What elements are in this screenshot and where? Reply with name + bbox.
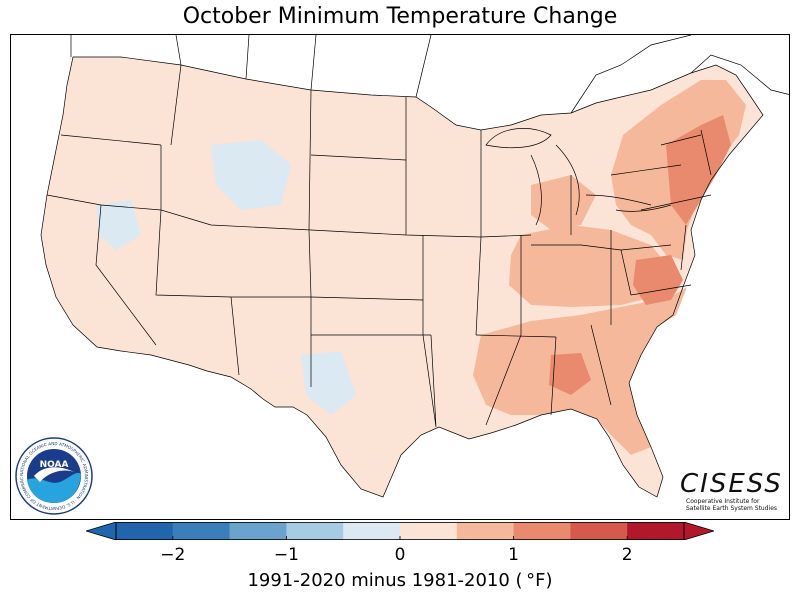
colorbar-bin-6: [456, 522, 515, 540]
noaa-logo-text: NOAA: [40, 460, 69, 470]
cisess-logo: CISESS Cooperative Institute for Satelli…: [680, 469, 783, 512]
anomaly-ohio-valley: [509, 225, 671, 307]
cisess-subtitle-line2: Satellite Earth System Studies: [686, 505, 778, 512]
colorbar: [86, 522, 714, 540]
border-canada-west: [70, 35, 432, 98]
colorbar-bin-9: [627, 522, 685, 540]
boundaries: [40, 35, 789, 498]
colorbar-bin-2: [229, 522, 287, 540]
border-canada-east: [570, 35, 789, 114]
colorbar-extend-high: [683, 522, 714, 540]
map-title: October Minimum Temperature Change: [182, 4, 618, 29]
colorbar-bin-4: [343, 522, 401, 540]
colorbar-tick-label: 1: [508, 545, 520, 565]
colorbar-bin-5: [400, 522, 458, 540]
map-panel: [10, 34, 790, 520]
noaa-logo: NATIONAL OCEANIC AND ATMOSPHERIC ADMINIS…: [14, 436, 93, 515]
anomaly-new-mexico: [301, 351, 356, 415]
cisess-logo-word: CISESS: [680, 469, 783, 499]
anomaly-alabama: [549, 353, 591, 395]
anomaly-great-lakes: [531, 175, 596, 230]
anomaly-nevada: [96, 200, 141, 250]
colorbar-bin-8: [570, 522, 628, 540]
colorbar-bin-3: [286, 522, 344, 540]
colorbar-bin-7: [513, 522, 571, 540]
colorbar-bin-0: [116, 522, 174, 540]
colorbar-label: 1991-2020 minus 1981-2010 ( °F): [247, 570, 553, 591]
cool-patches: [96, 140, 356, 415]
colorbar-tick-label: 0: [394, 545, 406, 565]
colorbar-tick-label: −2: [160, 545, 186, 565]
anomaly-new-england: [666, 115, 731, 225]
colorbar-tick-label: −1: [273, 545, 299, 565]
state-lines-west: [46, 64, 312, 387]
great-lakes: [485, 128, 672, 226]
colorbar-extend-low: [86, 522, 117, 540]
state-lines-east: [475, 129, 712, 426]
cisess-subtitle-line1: Cooperative Institute for: [686, 498, 760, 505]
us-map: [40, 35, 789, 498]
colorbar-tick-label: 2: [621, 545, 633, 565]
anomaly-wyoming: [211, 140, 291, 210]
colorbar-bin-1: [172, 522, 231, 540]
